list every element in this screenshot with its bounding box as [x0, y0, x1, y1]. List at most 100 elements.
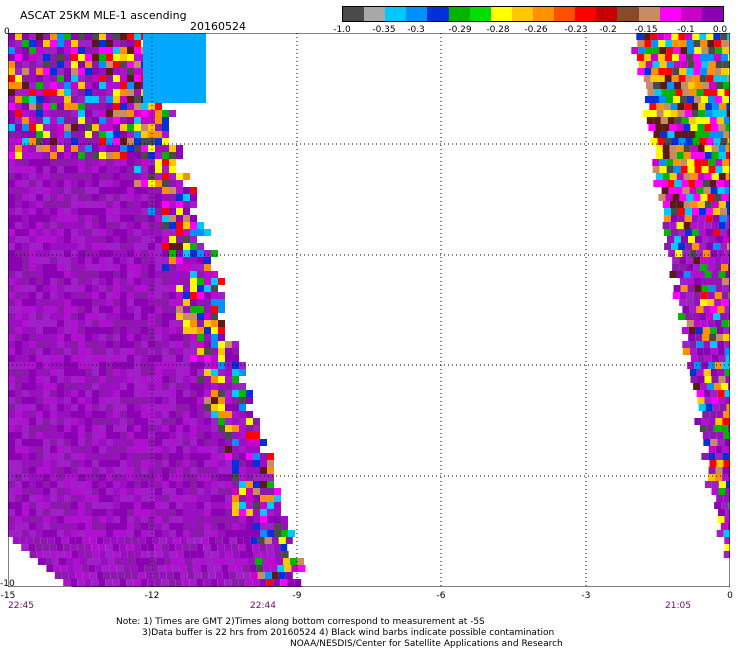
swath-pixel [720, 33, 728, 40]
swath-pixel [50, 376, 57, 383]
swath-pixel [71, 341, 78, 348]
swath-pixel [120, 54, 127, 61]
swath-pixel [162, 271, 169, 278]
swath-pixel [50, 439, 57, 446]
swath-pixel [245, 544, 253, 551]
swath-pixel [113, 257, 120, 264]
swath-pixel [15, 439, 22, 446]
swath-pixel [15, 152, 22, 159]
swath-pixel [22, 54, 29, 61]
swath-pixel [218, 460, 225, 467]
swath-pixel [238, 579, 246, 586]
swath-pixel [246, 516, 253, 523]
swath-pixel [43, 474, 50, 481]
swath-pixel [703, 439, 711, 446]
swath-pixel [71, 54, 78, 61]
swath-pixel [88, 565, 96, 572]
swath-pixel [178, 47, 185, 54]
swath-pixel [64, 138, 71, 145]
swath-pixel [106, 250, 113, 257]
swath-pixel [123, 565, 131, 572]
swath-pixel [92, 502, 99, 509]
swath-pixel [85, 404, 92, 411]
swath-pixel [78, 187, 85, 194]
swath-pixel [99, 131, 106, 138]
swath-pixel [22, 201, 29, 208]
swath-pixel [36, 229, 43, 236]
swath-pixel [85, 145, 92, 152]
swath-pixel [660, 82, 668, 89]
swath-pixel [127, 117, 134, 124]
swath-pixel [725, 152, 730, 159]
swath-pixel [707, 68, 715, 75]
swath-pixel [36, 61, 43, 68]
swath-pixel [141, 264, 148, 271]
swath-pixel [197, 411, 204, 418]
swath-pixel [120, 369, 127, 376]
swath-pixel [85, 551, 93, 558]
swath-pixel [246, 488, 253, 495]
swath-pixel [155, 292, 162, 299]
swath-pixel [721, 278, 729, 285]
swath-pixel [206, 558, 213, 565]
swath-pixel [99, 257, 106, 264]
swath-pixel [176, 530, 183, 537]
swath-pixel [183, 264, 190, 271]
swath-pixel [29, 250, 36, 257]
swath-pixel [57, 166, 64, 173]
swath-pixel [15, 327, 22, 334]
swath-pixel [43, 201, 50, 208]
swath-pixel [22, 509, 29, 516]
swath-pixel [169, 481, 176, 488]
swath-pixel [71, 481, 78, 488]
swath-pixel [676, 145, 684, 152]
swath-pixel [63, 579, 71, 586]
swath-pixel [678, 229, 686, 236]
swath-pixel [169, 474, 176, 481]
swath-pixel [176, 404, 183, 411]
swath-pixel [699, 229, 707, 236]
swath-pixel [169, 250, 176, 257]
swath-pixel [190, 201, 197, 208]
swath-pixel [50, 551, 58, 558]
swath-pixel [96, 572, 104, 579]
swath-pixel [280, 579, 288, 586]
swath-pixel [57, 173, 64, 180]
swath-pixel [50, 530, 57, 537]
swath-pixel [71, 250, 78, 257]
swath-pixel [669, 145, 677, 152]
swath-pixel [141, 418, 148, 425]
swath-pixel [218, 292, 225, 299]
swath-pixel [127, 299, 134, 306]
swath-pixel [702, 82, 710, 89]
swath-pixel [702, 236, 710, 243]
swath-pixel [157, 75, 164, 82]
swath-pixel [692, 243, 700, 250]
swath-pixel [57, 159, 64, 166]
swath-pixel [185, 47, 192, 54]
swath-pixel [148, 257, 155, 264]
swath-pixel [727, 33, 730, 40]
swath-pixel [199, 61, 206, 68]
swath-pixel [43, 96, 50, 103]
swath-pixel [155, 117, 162, 124]
swath-pixel [169, 180, 176, 187]
swath-pixel [176, 229, 183, 236]
swath-pixel [126, 544, 134, 551]
swath-pixel [113, 383, 120, 390]
swath-pixel [662, 124, 670, 131]
swath-pixel [134, 166, 141, 173]
swath-pixel [78, 327, 85, 334]
swath-pixel [723, 236, 730, 243]
swath-pixel [29, 397, 36, 404]
swath-pixel [85, 474, 92, 481]
swath-pixel [15, 103, 22, 110]
swath-pixel [246, 467, 253, 474]
swath-pixel [8, 348, 15, 355]
swath-pixel [57, 481, 64, 488]
swath-pixel [717, 516, 725, 523]
swath-pixel [29, 418, 36, 425]
legend-swatch [406, 7, 428, 21]
swath-pixel [57, 334, 64, 341]
swath-pixel [78, 208, 85, 215]
